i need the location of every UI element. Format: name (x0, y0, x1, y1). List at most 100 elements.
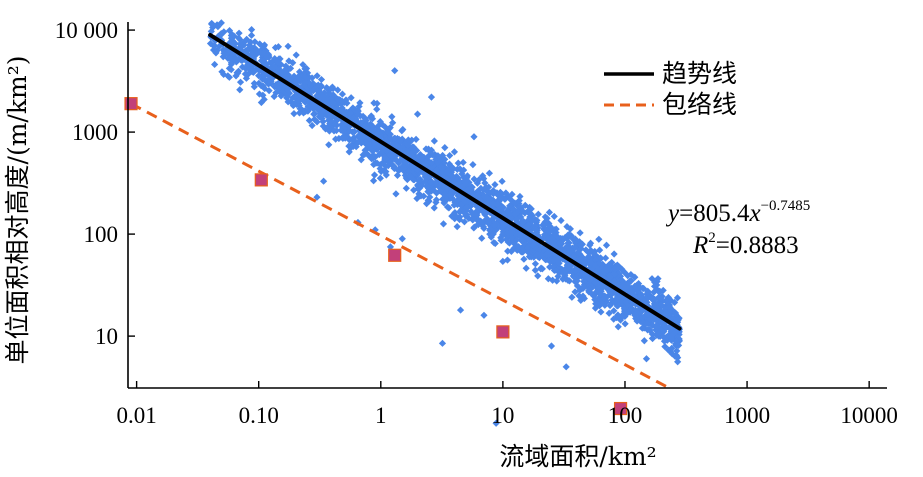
data-point (528, 212, 536, 220)
data-point (453, 223, 461, 231)
data-point (276, 55, 284, 63)
data-point (415, 190, 423, 198)
data-point (388, 161, 396, 169)
data-point (313, 92, 321, 100)
data-point (410, 186, 418, 194)
data-point (447, 168, 456, 176)
data-point (610, 307, 618, 315)
data-point (347, 114, 356, 122)
data-point (610, 250, 618, 258)
data-point (597, 308, 605, 316)
data-point (614, 302, 622, 310)
data-point (260, 41, 269, 49)
data-point (654, 275, 662, 283)
data-point (562, 363, 570, 371)
y-tick-label: 10 (95, 324, 118, 349)
data-point (314, 87, 322, 95)
data-point (430, 137, 438, 145)
data-point (458, 183, 466, 191)
data-point (495, 197, 503, 205)
data-point (356, 99, 364, 107)
data-point (511, 199, 519, 207)
data-point (511, 210, 519, 218)
data-point (650, 288, 658, 296)
data-point (674, 341, 683, 349)
data-point (428, 186, 436, 194)
data-point (450, 148, 459, 156)
data-point (536, 244, 544, 252)
data-point (477, 217, 485, 225)
data-point (655, 330, 663, 338)
data-point (342, 111, 350, 120)
data-point (648, 275, 656, 283)
data-point (327, 85, 335, 93)
data-point (489, 230, 497, 238)
data-point (546, 222, 554, 231)
data-point (232, 58, 240, 66)
data-point (423, 182, 431, 190)
data-point (280, 67, 288, 75)
data-point (546, 263, 554, 271)
data-point (309, 79, 317, 88)
data-point (314, 81, 322, 89)
data-point (559, 268, 568, 277)
data-point (648, 330, 656, 338)
data-point (439, 195, 447, 203)
data-point (605, 261, 613, 269)
data-point (415, 177, 423, 185)
data-point (550, 212, 558, 221)
data-point (585, 252, 593, 261)
data-point (667, 336, 676, 344)
data-point (311, 110, 319, 118)
data-point (301, 78, 309, 86)
data-point (384, 162, 392, 170)
data-point (621, 320, 629, 328)
data-point (555, 263, 563, 271)
data-point (504, 193, 512, 201)
data-point (216, 31, 225, 39)
data-point (277, 92, 285, 100)
data-point (341, 134, 349, 142)
data-point (586, 276, 594, 284)
data-point (664, 293, 673, 302)
data-point (624, 272, 632, 280)
x-ticks: 0.01 0.10 1 10 100 1000 10000 (116, 381, 898, 428)
data-point (331, 120, 339, 128)
data-point (485, 169, 493, 177)
data-point (548, 276, 557, 284)
data-point (537, 251, 545, 259)
data-point (367, 112, 375, 120)
data-point (555, 259, 563, 267)
data-point (590, 250, 598, 258)
data-point (592, 260, 600, 269)
data-point (454, 192, 462, 200)
eq-coefficient: =805.4 (679, 200, 750, 227)
data-point (339, 108, 348, 116)
data-point (489, 218, 498, 227)
data-point (274, 58, 282, 66)
data-point (326, 114, 334, 122)
data-point (485, 183, 493, 191)
data-point (642, 355, 651, 363)
data-point (532, 251, 541, 259)
data-point (388, 113, 396, 121)
data-point (503, 232, 511, 240)
x-tick-label: 100 (608, 403, 643, 428)
data-point (261, 76, 269, 84)
data-point (277, 82, 286, 91)
data-point (488, 204, 496, 212)
data-point (376, 164, 384, 173)
data-point (555, 255, 563, 264)
data-point (639, 318, 647, 327)
data-point (661, 319, 670, 327)
data-point (525, 253, 533, 261)
data-point (379, 146, 387, 154)
data-point (391, 67, 399, 75)
axes (127, 22, 887, 389)
data-point (398, 162, 407, 170)
data-point (460, 218, 469, 226)
data-point (552, 225, 560, 233)
data-point (453, 172, 461, 181)
data-point (454, 159, 462, 167)
data-point (213, 21, 221, 29)
